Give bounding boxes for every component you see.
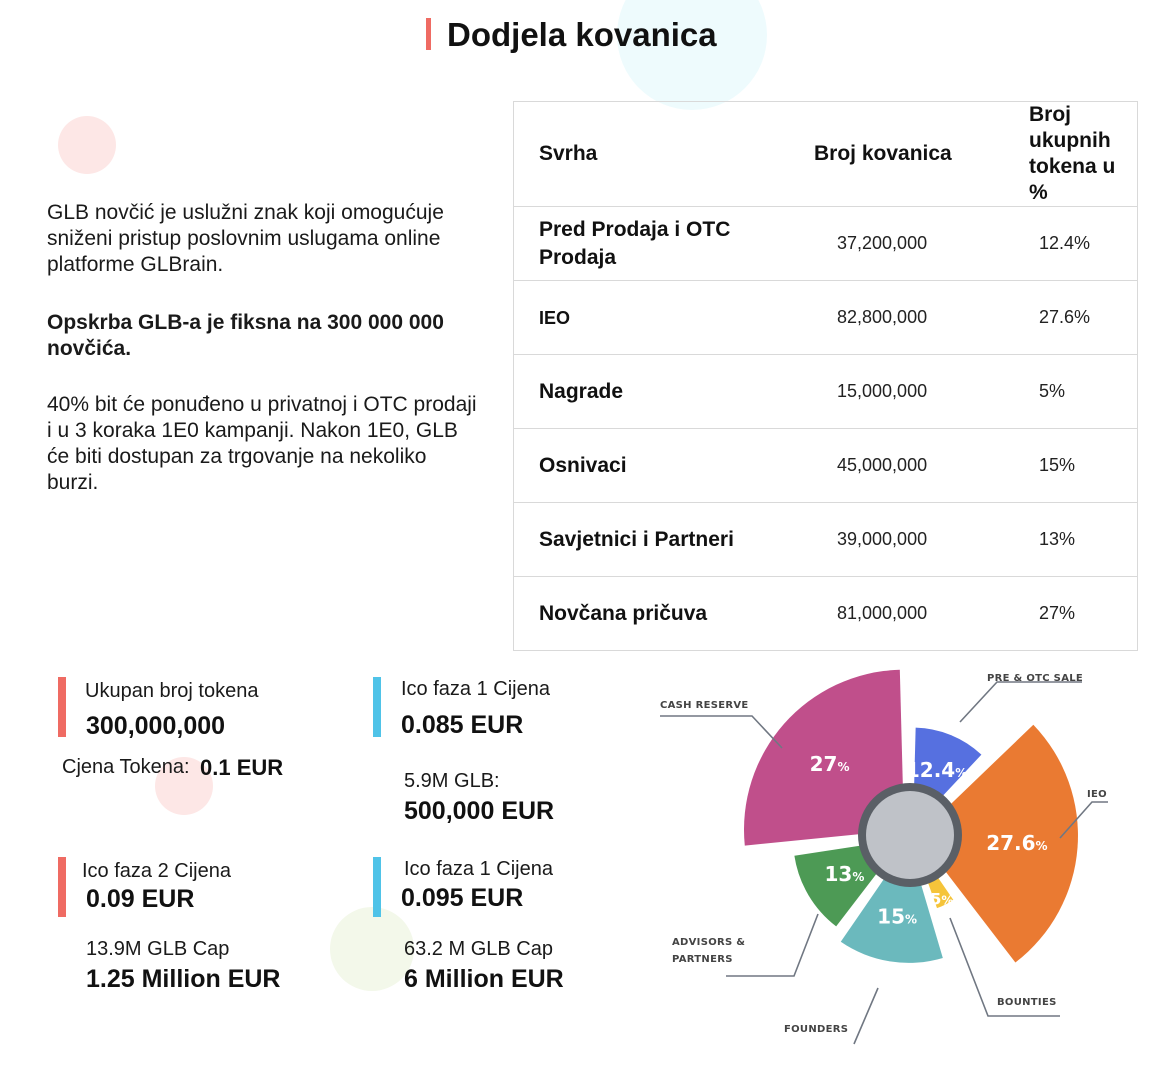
allocation-pie-chart: 12.4%27.6%5%15%13%27%PRE & OTC SALEIEOBO…: [660, 669, 1108, 1045]
callout-leader-line: [853, 987, 879, 1045]
pie-callout-label: PARTNERS: [672, 954, 733, 965]
row-purpose: Nagrade: [513, 354, 789, 429]
pie-center-hub: [866, 791, 954, 879]
pie-callout-label: PRE & OTC SALE: [987, 673, 1083, 684]
phase3-value: 0.095 EUR: [401, 884, 524, 912]
stat-accent-bar-phase1: [373, 677, 381, 737]
callout-leader-line: [660, 715, 783, 749]
row-coins: 82,800,000: [789, 280, 1017, 355]
row-purpose: IEO: [513, 280, 789, 355]
pie-slice-cash-reserve: [743, 669, 904, 846]
row-purpose: Osnivaci: [513, 428, 789, 503]
pie-percent-label: 5%: [930, 889, 953, 908]
table-header-row: Svrha Broj kovanica Broj ukupnih tokena …: [513, 101, 1138, 207]
phase2-value: 0.09 EUR: [86, 885, 195, 913]
callout-leader-line: [959, 681, 1082, 723]
row-coins: 15,000,000: [789, 354, 1017, 429]
phase2-sub-value: 1.25 Million EUR: [86, 965, 281, 993]
title-accent-bar: [426, 18, 431, 50]
intro-paragraph-2: Opskrba GLB-a je fiksna na 300 000 000 n…: [47, 311, 444, 360]
stat-total-label: Ukupan broj tokena: [85, 680, 259, 702]
row-percent: 27.6%: [1017, 280, 1138, 355]
pie-callout-label: IEO: [1087, 789, 1107, 800]
phase2-label: Ico faza 2 Cijena: [82, 860, 231, 882]
token-price-value: 0.1 EUR: [200, 755, 284, 780]
stat-accent-bar-total: [58, 677, 66, 737]
stat-accent-bar-phase3: [373, 857, 381, 917]
phase1-sub-value: 500,000 EUR: [404, 797, 555, 825]
phase1-value: 0.085 EUR: [401, 711, 524, 739]
callout-leader-line: [726, 913, 819, 977]
pie-callout-label: FOUNDERS: [784, 1024, 848, 1035]
phase3-sub-label: 63.2 M GLB Cap: [404, 938, 553, 960]
phase1-label: Ico faza 1 Cijena: [401, 678, 550, 700]
table-row: Osnivaci 45,000,000 15%: [513, 428, 1138, 503]
decor-circle-pink-2: [155, 757, 213, 815]
phase3-label: Ico faza 1 Cijena: [404, 858, 553, 880]
row-percent: 27%: [1039, 603, 1076, 623]
row-purpose: Savjetnici i Partneri: [513, 502, 789, 577]
phase1-sub-label: 5.9M GLB:: [404, 770, 500, 792]
decor-circle-green: [330, 907, 414, 991]
pie-callout-label: ADVISORS &: [672, 937, 745, 948]
table-row: Savjetnici i Partneri 39,000,000 13%: [513, 502, 1138, 577]
intro-paragraph-3: 40% bit će ponuđeno u privatnoj i OTC pr…: [47, 393, 477, 494]
decor-circle-pink: [58, 116, 116, 174]
callout-leader-line: [949, 917, 1060, 1017]
pie-percent-label: 27.6%: [986, 831, 1047, 855]
row-percent: 13%: [1017, 502, 1138, 577]
table-row: Nagrade 15,000,000 5%: [513, 354, 1138, 429]
row-coins: 39,000,000: [789, 502, 1017, 577]
intro-paragraph-1: GLB novčić je uslužni znak koji omogućuj…: [47, 201, 444, 276]
phase3-sub-value: 6 Million EUR: [404, 965, 564, 993]
pie-slice-ieo: [917, 724, 1078, 963]
row-percent: 5%: [1017, 354, 1138, 429]
phase2-sub-label: 13.9M GLB Cap: [86, 938, 230, 960]
token-price-label: Cjena Tokena:: [62, 756, 190, 778]
table-row: IEO 82,800,000 27.6%: [513, 280, 1138, 355]
row-coins: 37,200,000: [789, 206, 1017, 281]
stat-total-value: 300,000,000: [86, 712, 226, 740]
pie-callout-label: CASH RESERVE: [660, 700, 749, 711]
row-percent: 12.4%: [1017, 206, 1138, 281]
header-coins: Broj kovanica: [789, 101, 1017, 207]
table-row: Novčana pričuva 81,000,000 27%: [514, 577, 1138, 651]
row-percent: 15%: [1017, 428, 1138, 503]
table-row: Pred Prodaja i OTC Prodaja 37,200,000 12…: [513, 206, 1138, 281]
callout-leader-line: [1059, 801, 1108, 839]
pie-callout-label: BOUNTIES: [997, 997, 1057, 1008]
header-percent: Broj ukupnih tokena u %: [1017, 101, 1138, 207]
row-purpose: Novčana pričuva: [539, 601, 708, 625]
header-purpose: Svrha: [513, 101, 789, 207]
page-title: Dodjela kovanica: [447, 16, 717, 53]
stat-accent-bar-phase2: [58, 857, 66, 917]
row-purpose: Pred Prodaja i OTC Prodaja: [513, 206, 789, 281]
allocation-table: Svrha Broj kovanica Broj ukupnih tokena …: [513, 101, 1138, 651]
row-coins: 45,000,000: [789, 428, 1017, 503]
row-coins: 81,000,000: [837, 603, 928, 623]
